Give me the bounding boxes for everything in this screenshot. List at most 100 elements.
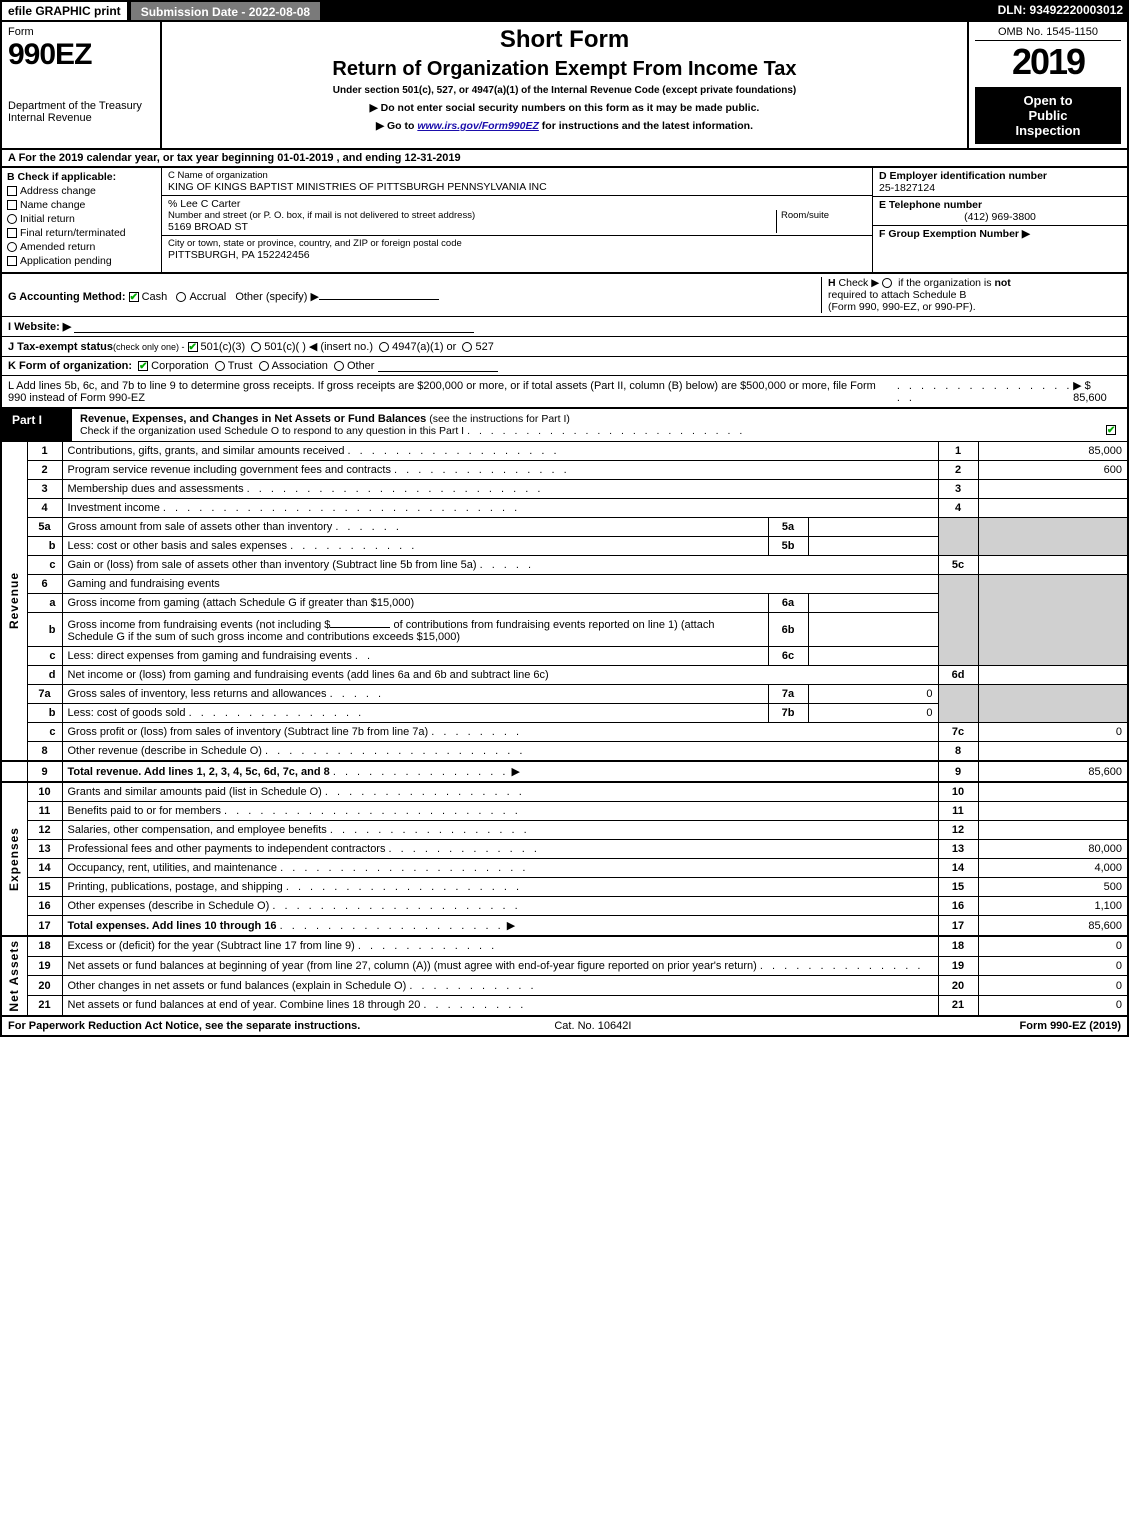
line-9-value: 85,600 (978, 761, 1128, 782)
line-g-h: G Accounting Method: Cash Accrual Other … (0, 274, 1129, 317)
table-row: 2 Program service revenue including gove… (1, 461, 1128, 480)
tax-year: 2019 (975, 41, 1121, 83)
radio-association[interactable] (259, 361, 269, 371)
table-row: Expenses 10 Grants and similar amounts p… (1, 782, 1128, 802)
table-row: Revenue 1 Contributions, gifts, grants, … (1, 442, 1128, 461)
checkbox-icon[interactable] (7, 256, 17, 266)
table-row: 4 Investment income . . . . . . . . . . … (1, 499, 1128, 518)
chk-name-change[interactable]: Name change (7, 199, 156, 211)
revenue-label-cell: Revenue (1, 442, 27, 762)
room-suite-label: Room/suite (776, 210, 866, 233)
table-row: 21 Net assets or fund balances at end of… (1, 995, 1128, 1015)
radio-other[interactable] (334, 361, 344, 371)
footer: For Paperwork Reduction Act Notice, see … (0, 1017, 1129, 1037)
radio-icon[interactable] (7, 242, 17, 252)
dept-treasury: Department of the Treasury (8, 100, 154, 112)
chk-501c3[interactable] (188, 342, 198, 352)
public: Public (979, 108, 1117, 123)
goto-post: for instructions and the latest informat… (539, 120, 753, 132)
line-16-value: 1,100 (978, 897, 1128, 916)
chk-schedule-o[interactable] (1106, 425, 1116, 435)
d-label: D Employer identification number (879, 170, 1121, 182)
line-7b-value: 0 (808, 704, 938, 723)
line-1-value: 85,000 (978, 442, 1128, 461)
top-bar: efile GRAPHIC print Submission Date - 20… (0, 0, 1129, 22)
radio-h[interactable] (882, 278, 892, 288)
org-name-row: C Name of organization KING OF KINGS BAP… (162, 168, 872, 196)
table-row: 5a Gross amount from sale of assets othe… (1, 518, 1128, 537)
ein-row: D Employer identification number 25-1827… (873, 168, 1127, 197)
radio-527[interactable] (462, 342, 472, 352)
dots: . . . . . . . . . . . . . . . . . (897, 380, 1073, 404)
open-inspection-box: Open to Public Inspection (975, 87, 1121, 144)
form-header: Form 990EZ Department of the Treasury In… (0, 22, 1129, 150)
efile-graphic-print[interactable]: efile GRAPHIC print (0, 0, 129, 22)
chk-final-return[interactable]: Final return/terminated (7, 227, 156, 239)
street: 5169 BROAD ST (168, 221, 776, 233)
part-i-table: Revenue 1 Contributions, gifts, grants, … (0, 441, 1129, 1017)
section-d-e-f: D Employer identification number 25-1827… (872, 168, 1127, 272)
section-c: C Name of organization KING OF KINGS BAP… (162, 168, 872, 272)
table-row: 11 Benefits paid to or for members . . .… (1, 802, 1128, 821)
part-i-header: Part I Revenue, Expenses, and Changes in… (0, 409, 1129, 441)
section-b-title: B Check if applicable: (7, 171, 156, 183)
chk-application-pending[interactable]: Application pending (7, 255, 156, 267)
irs-label: Internal Revenue (8, 112, 154, 124)
chk-amended-return[interactable]: Amended return (7, 241, 156, 253)
chk-initial-return[interactable]: Initial return (7, 213, 156, 225)
radio-icon[interactable] (7, 214, 17, 224)
line-21-value: 0 (978, 995, 1128, 1015)
city-label: City or town, state or province, country… (168, 238, 866, 249)
omb-number: OMB No. 1545-1150 (975, 26, 1121, 41)
submission-date: Submission Date - 2022-08-08 (129, 0, 322, 22)
table-row: 13 Professional fees and other payments … (1, 840, 1128, 859)
main-title: Return of Organization Exempt From Incom… (170, 58, 959, 81)
g-label: G Accounting Method: (8, 291, 126, 303)
radio-4947[interactable] (379, 342, 389, 352)
other-org-input[interactable] (378, 360, 498, 372)
phone: (412) 969-3800 (879, 211, 1121, 223)
header-center: Short Form Return of Organization Exempt… (162, 22, 967, 148)
org-name: KING OF KINGS BAPTIST MINISTRIES OF PITT… (168, 181, 866, 193)
cat-no: Cat. No. 10642I (554, 1020, 631, 1032)
group-exemption-row: F Group Exemption Number ▶ (873, 226, 1127, 242)
line-g: G Accounting Method: Cash Accrual Other … (8, 288, 821, 303)
radio-501c[interactable] (251, 342, 261, 352)
ein: 25-1827124 (879, 182, 1121, 194)
line-19-value: 0 (978, 956, 1128, 976)
line-j: J Tax-exempt status (check only one) - 5… (0, 337, 1129, 357)
6b-amount-input[interactable] (330, 616, 390, 628)
dln: DLN: 93492220003012 (992, 0, 1129, 22)
irs-link[interactable]: www.irs.gov/Form990EZ (417, 120, 539, 132)
table-row: 7a Gross sales of inventory, less return… (1, 685, 1128, 704)
chk-corporation[interactable] (138, 361, 148, 371)
line-17-value: 85,600 (978, 916, 1128, 937)
under-section: Under section 501(c), 527, or 4947(a)(1)… (170, 85, 959, 96)
radio-accrual[interactable] (176, 292, 186, 302)
line-l-amount: ▶ $ 85,600 (1073, 379, 1121, 404)
city-row: City or town, state or province, country… (162, 236, 872, 263)
line-18-value: 0 (978, 936, 1128, 956)
radio-trust[interactable] (215, 361, 225, 371)
line-l: L Add lines 5b, 6c, and 7b to line 9 to … (0, 376, 1129, 409)
checkbox-icon[interactable] (7, 186, 17, 196)
care-of: % Lee C Carter (168, 198, 866, 210)
info-grid: B Check if applicable: Address change Na… (0, 168, 1129, 274)
form-word: Form (8, 26, 154, 38)
checkbox-icon[interactable] (7, 228, 17, 238)
inspection: Inspection (979, 123, 1117, 138)
section-b: B Check if applicable: Address change Na… (2, 168, 162, 272)
checkbox-cash[interactable] (129, 292, 139, 302)
header-right: OMB No. 1545-1150 2019 Open to Public In… (967, 22, 1127, 148)
other-specify-input[interactable] (319, 288, 439, 300)
netassets-label-cell: Net Assets (1, 936, 27, 1016)
website-input[interactable] (74, 321, 474, 333)
line-k: K Form of organization: Corporation Trus… (0, 357, 1129, 376)
form-footer: Form 990-EZ (2019) (1020, 1020, 1122, 1032)
line-15-value: 500 (978, 878, 1128, 897)
table-row: 15 Printing, publications, postage, and … (1, 878, 1128, 897)
street-row: % Lee C Carter Number and street (or P. … (162, 196, 872, 236)
checkbox-icon[interactable] (7, 200, 17, 210)
chk-address-change[interactable]: Address change (7, 185, 156, 197)
f-label: F Group Exemption Number ▶ (879, 228, 1030, 240)
